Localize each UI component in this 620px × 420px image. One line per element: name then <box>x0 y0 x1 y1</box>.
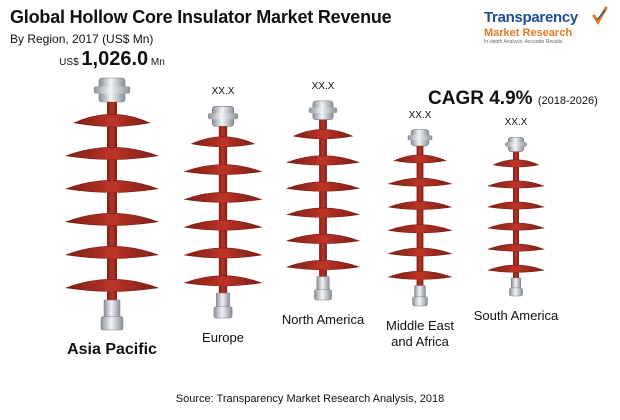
region-label-line: and Africa <box>391 334 449 349</box>
shed-hub <box>511 223 521 231</box>
shed-hub <box>105 214 119 226</box>
region-label: Middle East and Africa <box>386 318 454 350</box>
shed-hub <box>511 202 521 210</box>
shed-hub <box>105 181 119 193</box>
insulator-core <box>513 151 519 278</box>
insulator-bar <box>64 77 160 331</box>
cagr-period: (2018-2026) <box>537 95 598 107</box>
region-label: Asia Pacific <box>67 342 157 358</box>
value-label: XX.X <box>311 80 335 92</box>
shed-hub <box>105 115 119 127</box>
insulator-bar <box>487 136 545 297</box>
shed-hub <box>217 137 229 147</box>
shed-hub <box>105 247 119 259</box>
value-prefix: US$ <box>59 57 82 68</box>
cagr-label: CAGR 4.9% <box>428 88 533 109</box>
shed-hub <box>317 130 329 139</box>
shed-hub <box>317 261 329 270</box>
insulator-core <box>416 145 424 286</box>
shed-hub <box>217 221 229 231</box>
insulator-bar <box>285 100 361 301</box>
shed-hub <box>317 156 329 166</box>
region-label: South America <box>474 308 559 324</box>
top-fitting-flange <box>207 113 239 120</box>
shed-hub <box>317 208 329 218</box>
insulator-bar <box>387 129 453 307</box>
shed-hub <box>217 276 229 286</box>
shed-hub <box>217 249 229 259</box>
region-label-line: Middle East <box>386 318 454 333</box>
brand-name: Transparency <box>484 9 578 26</box>
brand-tagline: In-depth Analysis. Accurate Results <box>484 39 563 45</box>
region-label-line: South America <box>473 308 559 323</box>
shed-hub <box>217 193 229 203</box>
shed-hub <box>511 265 521 273</box>
bottom-fitting-base <box>314 289 332 301</box>
region-label: Europe <box>202 330 244 346</box>
shed-hub <box>511 181 521 189</box>
top-fitting-flange <box>93 86 131 94</box>
shed-hub <box>415 155 425 164</box>
shed-hub <box>217 165 229 175</box>
region-label-line: Europe <box>202 330 244 345</box>
source-note: Source: Transparency Market Research Ana… <box>175 393 445 405</box>
top-fitting-flange <box>407 135 433 141</box>
region-label-line: Asia Pacific <box>67 341 157 358</box>
shed-hub <box>415 272 425 280</box>
region-label-line: North America <box>281 312 365 327</box>
bottom-fitting-base <box>100 316 124 331</box>
value-label: XX.X <box>504 117 528 129</box>
region-label: North America <box>282 312 364 328</box>
chart-subtitle: By Region, 2017 (US$ Mn) <box>10 32 154 46</box>
top-fitting-flange <box>308 107 338 114</box>
bottom-fitting-base <box>213 306 233 319</box>
shed-hub <box>317 235 329 244</box>
value-suffix: Mn <box>148 57 165 68</box>
shed-hub <box>415 225 425 233</box>
bottom-fitting-base <box>509 287 523 297</box>
cagr-annotation: CAGR 4.9% (2018-2026) <box>428 88 598 110</box>
brand-logo: Transparency Market Research In-depth An… <box>484 6 612 46</box>
shed-hub <box>511 160 521 168</box>
value-label: XX.X <box>408 109 432 121</box>
value-label: XX.X <box>211 86 235 98</box>
shed-hub <box>511 244 521 252</box>
value-label: US$ 1,026.0 Mn <box>59 48 165 71</box>
bottom-fitting-base <box>412 296 428 307</box>
insulator-core <box>107 102 117 300</box>
insulator-bar <box>183 106 263 319</box>
shed-hub <box>105 148 119 160</box>
brand-subname: Market Research <box>484 27 573 39</box>
shed-hub <box>415 248 425 257</box>
insulator-core <box>319 119 327 277</box>
insulator-core <box>218 126 228 294</box>
shed-hub <box>105 280 119 292</box>
value-number: 1,026.0 <box>81 48 149 70</box>
shed-hub <box>317 182 329 192</box>
top-fitting-flange <box>505 142 527 147</box>
shed-hub <box>415 178 425 187</box>
shed-hub <box>415 202 425 210</box>
chart-title: Global Hollow Core Insulator Market Reve… <box>10 7 392 27</box>
checkmark-icon <box>592 6 608 25</box>
